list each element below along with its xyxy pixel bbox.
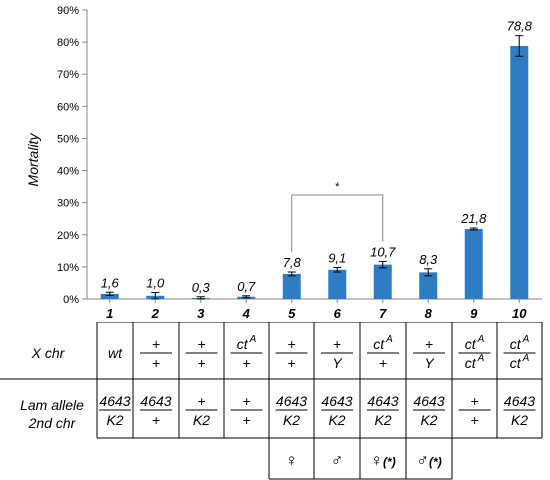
y-tick-label: 60% (57, 101, 79, 113)
y-tick-label: 40% (57, 166, 79, 178)
lam-cell-3-denominator: K2 (193, 412, 210, 428)
x-chr-cell-10-numerator: ct A (510, 334, 530, 352)
x-tick-label-5: 5 (288, 306, 296, 321)
lam-cell-3-numerator: + (197, 393, 205, 409)
y-tick-label: 0% (63, 294, 79, 306)
lam-cell-2-denominator: + (152, 412, 160, 428)
y-tick-label: 80% (57, 37, 79, 49)
x-tick-label-1: 1 (106, 306, 113, 321)
lam-cell-5-numerator: 4643 (276, 393, 307, 409)
x-tick-label-2: 2 (151, 306, 160, 321)
x-chr-cell-10-denominator: ct A (510, 353, 530, 371)
genotype-table: X chr Lam allele 2nd chr wt + + + + ct A + + + + Yc… (0, 322, 543, 480)
x-chr-cell-2-denominator: + (152, 355, 160, 371)
lam-cell-10-denominator: K2 (511, 412, 528, 428)
x-chr-cell-8-denominator: Y (424, 355, 435, 371)
lam-cell-6-denominator: K2 (328, 412, 345, 428)
value-label-4: 0,7 (237, 279, 256, 294)
x-chr-cell-4-numerator: ct A (237, 334, 257, 352)
value-label-10: 78,8 (507, 19, 533, 34)
x-chr-cell-3-denominator: + (197, 355, 205, 371)
lam-cell-10-numerator: 4643 (504, 393, 535, 409)
value-label-5: 7,8 (283, 255, 302, 270)
sex-symbol-8: ♂(*) (416, 451, 441, 470)
value-label-9: 21,8 (460, 211, 487, 226)
x-chr-cell-3-numerator: + (197, 336, 205, 352)
x-chr-cell-4-denominator: + (242, 355, 250, 371)
sex-symbol-6: ♂ (331, 451, 344, 470)
lam-cell-7-denominator: K2 (374, 412, 391, 428)
value-label-7: 10,7 (370, 244, 396, 259)
lam-cell-6-numerator: 4643 (321, 393, 352, 409)
mortality-bar-chart: Mortality 0% 10% 20% 30% 40% 50% 60% 70% 80% 90% 1… (25, 5, 542, 321)
x-chr-cell-7-denominator: + (379, 355, 387, 371)
lam-cell-2-numerator: 4643 (140, 393, 171, 409)
lam-cell-8-numerator: 4643 (413, 393, 444, 409)
x-tick-label-9: 9 (470, 306, 478, 321)
bar-6 (328, 269, 347, 299)
row-label-lam-allele: Lam allele (20, 397, 84, 413)
x-chr-cell-8-numerator: + (425, 336, 433, 352)
lam-cell-9-denominator: + (470, 412, 478, 428)
x-tick-label-4: 4 (242, 306, 251, 321)
significance-mark: * (335, 181, 340, 193)
row-label-2nd-chr: 2nd chr (28, 415, 77, 431)
lam-cell-5-denominator: K2 (283, 412, 300, 428)
sex-symbol-7: ♀(*) (370, 451, 395, 470)
y-tick-label: 90% (57, 5, 79, 17)
y-tick-label: 30% (57, 198, 79, 210)
lam-cell-1-denominator: K2 (106, 412, 123, 428)
significance-bracket (291, 194, 384, 253)
lam-cell-4-denominator: + (242, 412, 250, 428)
y-tick-label: 10% (57, 262, 79, 274)
y-axis-title: Mortality (25, 133, 41, 187)
lam-cell-7-numerator: 4643 (367, 393, 398, 409)
x-tick-label-6: 6 (334, 306, 342, 321)
value-label-6: 9,1 (328, 251, 346, 266)
x-chr-cell-2-numerator: + (152, 336, 160, 352)
lam-cell-4-numerator: + (242, 393, 250, 409)
x-tick-label-3: 3 (197, 306, 205, 321)
value-label-2: 1,0 (146, 276, 165, 291)
value-label-3: 0,3 (192, 280, 211, 295)
x-chr-cell-5-denominator: + (287, 355, 295, 371)
y-tick-label: 50% (57, 133, 79, 145)
x-tick-label-10: 10 (512, 306, 527, 321)
x-chr-cell-7-numerator: ct A (373, 334, 393, 352)
x-chr-cell-6-denominator: Y (332, 355, 343, 371)
bar-7 (373, 264, 392, 299)
lam-cell-9-numerator: + (470, 393, 478, 409)
value-label-8: 8,3 (419, 252, 438, 267)
x-chr-cell-9-denominator: ct A (465, 353, 485, 371)
row-label-x-chr: X chr (31, 345, 66, 361)
lam-cell-8-denominator: K2 (420, 412, 437, 428)
value-label-1: 1,6 (101, 275, 120, 290)
x-chr-cell-6-numerator: + (333, 336, 341, 352)
x-chr-cell-9-numerator: ct A (465, 334, 485, 352)
y-tick-label: 70% (57, 69, 79, 81)
bar-8 (419, 272, 438, 299)
x-tick-label-7: 7 (379, 306, 387, 321)
lam-cell-1-numerator: 4643 (99, 393, 130, 409)
sex-symbol-5: ♀ (285, 451, 298, 470)
x-chr-cell-1-plain: wt (108, 345, 123, 361)
x-chr-cell-5-numerator: + (287, 336, 295, 352)
x-tick-label-8: 8 (425, 306, 433, 321)
bar-9 (464, 228, 483, 299)
bar-5 (282, 273, 301, 299)
bar-1 (100, 293, 119, 299)
bar-10 (510, 45, 529, 299)
y-tick-label: 20% (57, 230, 79, 242)
